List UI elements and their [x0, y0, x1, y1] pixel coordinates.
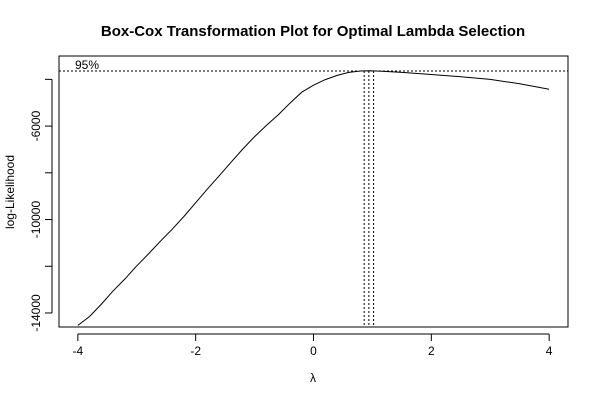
plot-frame [58, 55, 569, 328]
y-axis-label: log-Likelihood [3, 155, 17, 229]
x-tick-label: -2 [190, 344, 201, 358]
series-line-0 [77, 70, 550, 326]
y-tick-label: -14000 [29, 294, 43, 332]
y-tick-label: -10000 [29, 201, 43, 239]
x-axis-label: λ [310, 371, 316, 385]
x-tick-label: -4 [73, 344, 84, 358]
x-tick-label: 0 [310, 344, 317, 358]
ci-label: 95% [75, 58, 99, 72]
chart-title: Box-Cox Transformation Plot for Optimal … [101, 23, 525, 40]
y-axis: -14000 -10000 -6000 [29, 78, 53, 332]
x-tick-label: 4 [546, 344, 553, 358]
plot-area: 95% [59, 58, 568, 327]
x-axis: -4 -2 0 2 4 [73, 333, 553, 358]
y-tick-label: -6000 [29, 110, 43, 141]
x-tick-label: 2 [428, 344, 435, 358]
